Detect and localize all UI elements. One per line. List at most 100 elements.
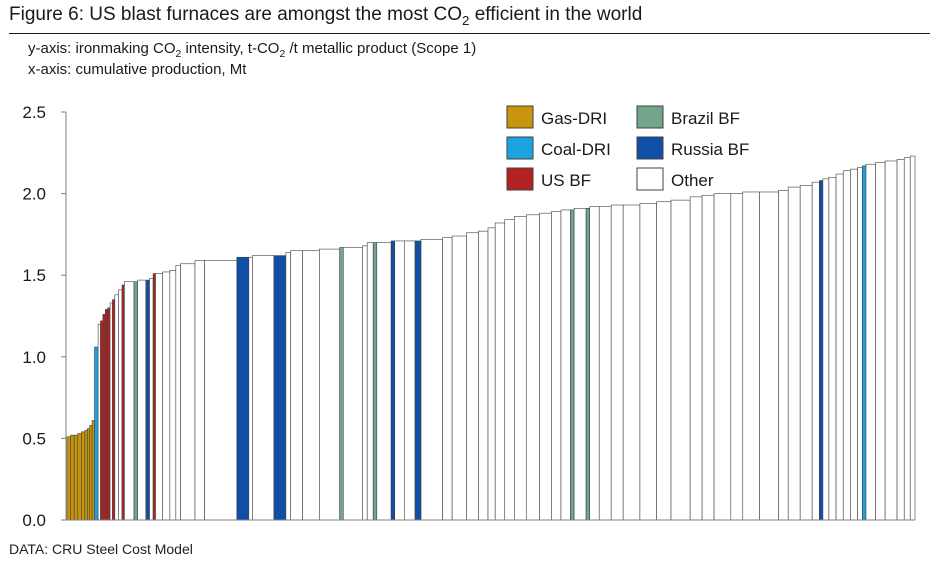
legend-swatch-us-bf (506, 167, 534, 191)
bar-us-bf (152, 273, 156, 521)
bar-other (589, 206, 600, 521)
bar-other (376, 242, 392, 521)
legend-swatch-brazil-bf (636, 105, 664, 129)
bar-gas-dri (70, 434, 75, 521)
bar-other (560, 209, 571, 521)
bar-other (689, 196, 703, 521)
bar-other (525, 214, 540, 521)
bar-other (811, 181, 820, 521)
bar-other (639, 203, 657, 521)
legend-label-us-bf: US BF (541, 171, 591, 190)
bar-russia-bf (236, 256, 250, 521)
bar-other (118, 289, 123, 521)
bar-other (884, 160, 898, 521)
bar-other (504, 219, 515, 521)
bar-other (394, 240, 405, 521)
bar-us-bf (112, 299, 116, 521)
bar-other (842, 170, 851, 521)
bar-other (252, 255, 275, 521)
y-axis-description: y-axis: ironmaking CO2 intensity, t-CO2 … (28, 40, 477, 60)
legend-label-brazil-bf: Brazil BF (671, 109, 740, 128)
x-axis-description: x-axis: cumulative production, Mt (28, 61, 247, 78)
bar-group (66, 155, 916, 521)
bar-other (787, 186, 801, 521)
bar-other (451, 235, 467, 521)
bar-other (175, 265, 181, 521)
bar-us-bf (100, 320, 104, 521)
bar-us-bf (107, 307, 111, 521)
bar-other (494, 222, 506, 521)
bar-other (194, 260, 205, 521)
bar-other (903, 157, 911, 521)
bar-other (514, 216, 527, 521)
bar-gas-dri (84, 429, 88, 521)
legend-label-coal-dri: Coal-DRI (541, 140, 611, 159)
bar-russia-bf (273, 255, 287, 521)
bar-brazil-bf (339, 247, 344, 521)
bar-other (478, 230, 489, 521)
y-tick-group: 0.0 0.5 1.0 1.5 2.0 2.5 (22, 103, 66, 530)
y-tick-label: 2.0 (22, 185, 46, 204)
bar-other (622, 204, 641, 521)
bar-other (759, 191, 779, 521)
legend-label-other: Other (671, 171, 714, 190)
bar-other (420, 239, 443, 521)
bar-gas-dri (66, 436, 71, 521)
y-tick-label: 0.0 (22, 511, 46, 530)
bar-other (362, 245, 368, 521)
bar-other (109, 302, 113, 521)
legend: Gas-DRI Brazil BF Coal-DRI Russia BF US BF Ot… (506, 105, 749, 191)
y-tick-label: 2.5 (22, 103, 46, 122)
bar-other (302, 250, 320, 521)
bar-other (822, 178, 830, 521)
bar-other (366, 242, 374, 521)
bar-other (799, 185, 813, 521)
bar-other (539, 212, 552, 521)
legend-label-gas-dri: Gas-DRI (541, 109, 607, 128)
bar-brazil-bf (585, 207, 590, 521)
bar-other (290, 250, 303, 521)
bar-other (598, 206, 612, 521)
legend-swatch-russia-bf (636, 136, 664, 160)
bar-other (285, 252, 291, 521)
bar-brazil-bf (372, 242, 378, 521)
bar-other (656, 201, 672, 521)
bar-gas-dri (89, 425, 93, 521)
bar-us-bf (104, 309, 108, 521)
bar-other (137, 279, 147, 521)
bar-other (875, 162, 886, 521)
bar-other (169, 269, 177, 521)
bar-other (573, 207, 587, 521)
bar-gas-dri (77, 433, 82, 521)
y-tick-label: 1.5 (22, 266, 46, 285)
bar-other (778, 190, 789, 521)
bar-other (909, 155, 916, 521)
bar-other (442, 237, 453, 521)
bar-other (850, 168, 858, 521)
bar-other (828, 176, 837, 521)
bar-other (730, 193, 744, 521)
bar-other (248, 256, 253, 521)
bar-other (742, 191, 760, 521)
bar-gas-dri (81, 431, 86, 521)
title-rule (9, 33, 930, 34)
bar-other (180, 263, 196, 521)
bar-other (701, 194, 715, 521)
figure-title: Figure 6: US blast furnaces are amongst … (9, 4, 643, 28)
bar-other (551, 211, 562, 521)
bar-other (865, 163, 876, 521)
bar-other (155, 273, 163, 521)
bar-gas-dri (73, 434, 79, 521)
bar-russia-bf (414, 240, 422, 521)
bar-other (835, 173, 844, 521)
bar-us-bf (121, 284, 125, 521)
bar-other (149, 278, 154, 521)
bar-coal-dri (94, 346, 99, 521)
legend-swatch-other (636, 167, 664, 191)
bar-other (610, 204, 624, 521)
bar-coal-dri (862, 165, 867, 521)
bar-other (403, 240, 416, 521)
bar-brazil-bf (570, 209, 575, 521)
legend-label-russia-bf: Russia BF (671, 140, 749, 159)
bar-brazil-bf (133, 281, 138, 521)
